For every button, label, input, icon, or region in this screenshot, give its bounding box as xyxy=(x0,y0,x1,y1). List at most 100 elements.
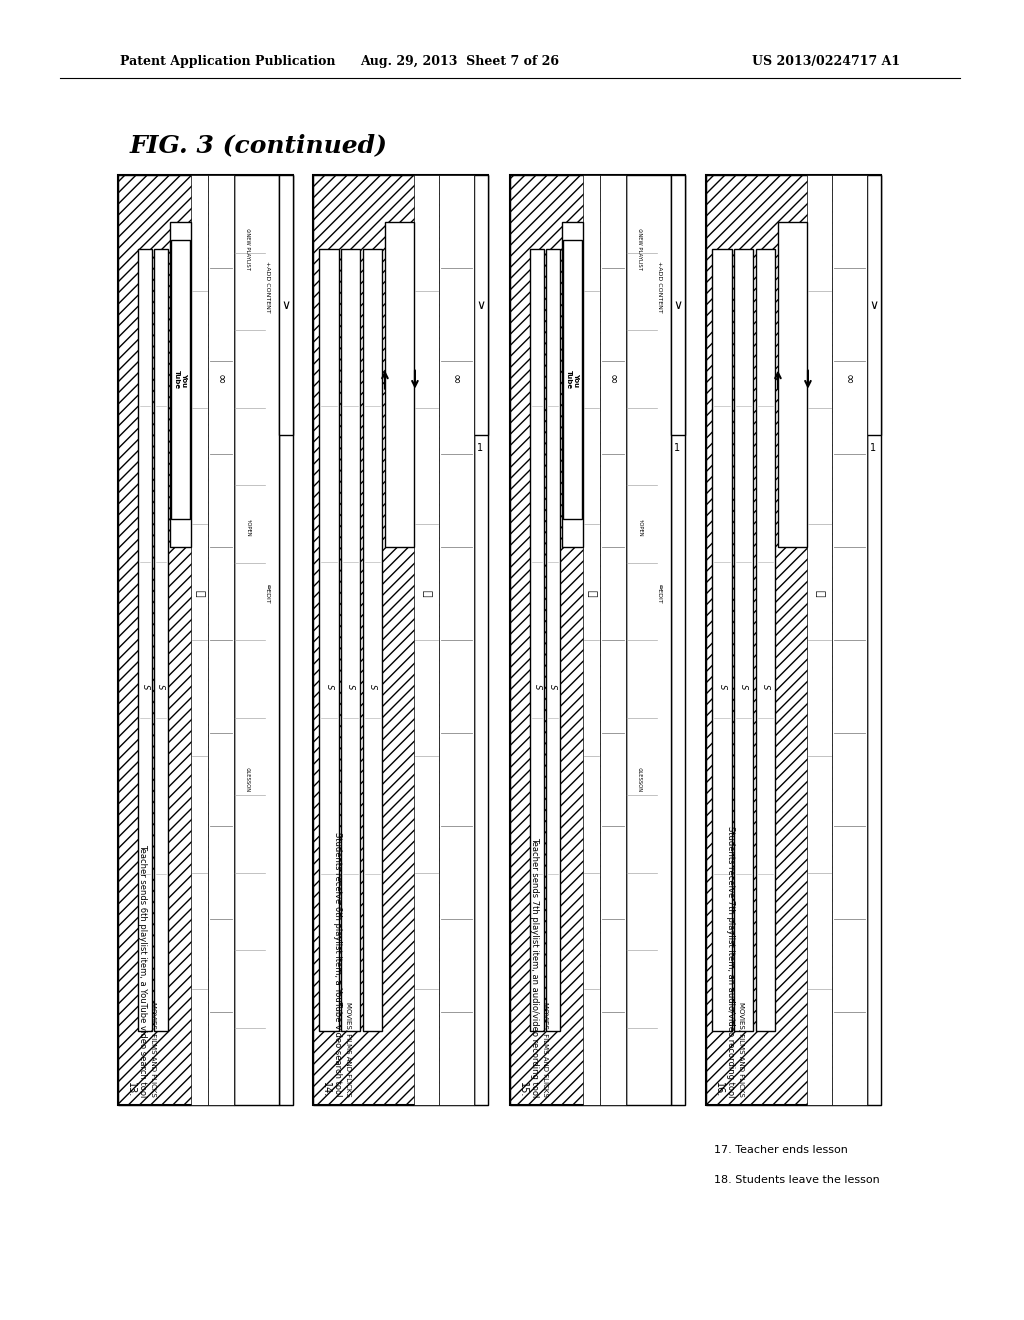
Text: Patent Application Publication: Patent Application Publication xyxy=(120,55,336,69)
Text: ↑OPEN: ↑OPEN xyxy=(245,519,250,537)
Text: ↑OPEN: ↑OPEN xyxy=(637,519,642,537)
Text: S: S xyxy=(157,684,166,689)
Text: MOVIES, FILMS AND FLICKS: MOVIES, FILMS AND FLICKS xyxy=(150,1002,156,1097)
Text: Teacher sends 7th playlist item, an audio/video recording tool: Teacher sends 7th playlist item, an audi… xyxy=(530,837,539,1097)
Text: ∨: ∨ xyxy=(476,298,485,312)
Text: ✏EDIT: ✏EDIT xyxy=(265,583,270,603)
Text: +ADD CONTENT: +ADD CONTENT xyxy=(265,261,270,313)
Bar xyxy=(546,249,560,1031)
Text: S: S xyxy=(532,684,542,689)
Bar xyxy=(154,249,168,1031)
Bar xyxy=(313,176,474,1105)
Bar xyxy=(756,249,775,1031)
Bar xyxy=(385,222,415,546)
Text: Students receive 7th playlist item, an audio/video recording tool: Students receive 7th playlist item, an a… xyxy=(726,825,735,1097)
Bar xyxy=(279,176,293,436)
Text: 1: 1 xyxy=(477,444,483,453)
Text: 🎧: 🎧 xyxy=(422,590,431,597)
Text: FIG. 3 (continued): FIG. 3 (continued) xyxy=(130,133,388,157)
Text: Teacher sends 6th playlist item, a YouTube video search tool: Teacher sends 6th playlist item, a YouTu… xyxy=(138,843,147,1097)
Text: You
Tube: You Tube xyxy=(566,370,580,389)
Bar xyxy=(438,176,474,1105)
Text: 16.: 16. xyxy=(714,1082,724,1097)
Text: MOVIES, FILMS AND FLICKS: MOVIES, FILMS AND FLICKS xyxy=(542,1002,548,1097)
Text: ⊙NEW PLAYLIST: ⊙NEW PLAYLIST xyxy=(637,228,642,271)
Text: MOVIES, FILMS AND FLICKS: MOVIES, FILMS AND FLICKS xyxy=(345,1002,351,1097)
Text: S: S xyxy=(346,684,355,689)
Text: MOVIES, FILMS AND FLICKS: MOVIES, FILMS AND FLICKS xyxy=(738,1002,744,1097)
Text: 13.: 13. xyxy=(126,1082,136,1097)
Text: ∨: ∨ xyxy=(282,298,291,312)
Text: ∞: ∞ xyxy=(606,375,620,385)
Bar xyxy=(671,176,685,1105)
Text: You
Tube: You Tube xyxy=(174,370,187,389)
Bar xyxy=(233,176,279,1105)
Text: ∨: ∨ xyxy=(674,298,683,312)
Text: 🎧: 🎧 xyxy=(195,590,205,597)
Bar xyxy=(734,249,754,1031)
Text: 15.: 15. xyxy=(518,1081,528,1097)
Bar xyxy=(600,176,626,1105)
Bar xyxy=(118,176,233,1105)
Text: Students receive 6th playlist item, a YouTube video search tool: Students receive 6th playlist item, a Yo… xyxy=(333,833,342,1097)
Bar xyxy=(191,176,209,1105)
Text: 1: 1 xyxy=(870,444,877,453)
Text: S: S xyxy=(718,684,727,689)
Bar xyxy=(530,249,544,1031)
Bar xyxy=(510,176,626,1105)
Text: S: S xyxy=(368,684,377,689)
Text: ⊙LESSON: ⊙LESSON xyxy=(637,767,642,792)
Text: S: S xyxy=(325,684,334,689)
Bar xyxy=(313,176,474,1105)
Text: 17. Teacher ends lesson: 17. Teacher ends lesson xyxy=(714,1144,848,1155)
Bar xyxy=(170,222,191,546)
Bar xyxy=(510,176,626,1105)
Bar xyxy=(671,176,685,436)
Bar xyxy=(867,176,881,436)
Bar xyxy=(279,176,293,1105)
Bar xyxy=(706,176,867,1105)
Bar xyxy=(706,176,881,1105)
Bar xyxy=(583,176,600,1105)
Text: S: S xyxy=(739,684,749,689)
Bar xyxy=(626,176,671,1105)
Bar xyxy=(474,176,488,1105)
Bar xyxy=(510,176,685,1105)
Bar xyxy=(474,176,488,436)
Text: 14.: 14. xyxy=(321,1082,331,1097)
Text: ⊙NEW PLAYLIST: ⊙NEW PLAYLIST xyxy=(245,228,250,271)
Bar xyxy=(118,176,293,1105)
Text: ∞: ∞ xyxy=(843,375,856,385)
Bar xyxy=(706,176,867,1105)
Bar xyxy=(209,176,233,1105)
Bar xyxy=(171,240,190,519)
Text: ∨: ∨ xyxy=(869,298,879,312)
Text: 18. Students leave the lesson: 18. Students leave the lesson xyxy=(714,1175,880,1185)
Text: ∞: ∞ xyxy=(215,375,227,385)
Bar xyxy=(562,222,583,546)
Bar xyxy=(808,176,831,1105)
Text: S: S xyxy=(549,684,557,689)
Text: US 2013/0224717 A1: US 2013/0224717 A1 xyxy=(752,55,900,69)
Bar xyxy=(362,249,382,1031)
Text: S: S xyxy=(140,684,150,689)
Text: 🎧: 🎧 xyxy=(587,590,597,597)
Bar xyxy=(118,176,233,1105)
Text: +ADD CONTENT: +ADD CONTENT xyxy=(657,261,663,313)
Bar xyxy=(313,176,488,1105)
Text: S: S xyxy=(761,684,770,689)
Bar xyxy=(138,249,153,1031)
Bar xyxy=(341,249,360,1031)
Bar xyxy=(831,176,867,1105)
Bar xyxy=(563,240,582,519)
Bar xyxy=(415,176,438,1105)
Text: 1: 1 xyxy=(674,444,680,453)
Text: Aug. 29, 2013  Sheet 7 of 26: Aug. 29, 2013 Sheet 7 of 26 xyxy=(360,55,559,69)
Text: 🎧: 🎧 xyxy=(814,590,824,597)
Bar xyxy=(713,249,732,1031)
Bar xyxy=(867,176,881,1105)
Bar xyxy=(778,222,808,546)
Text: ✏EDIT: ✏EDIT xyxy=(657,583,663,603)
Text: ∞: ∞ xyxy=(450,375,463,385)
Text: ⊙LESSON: ⊙LESSON xyxy=(245,767,250,792)
